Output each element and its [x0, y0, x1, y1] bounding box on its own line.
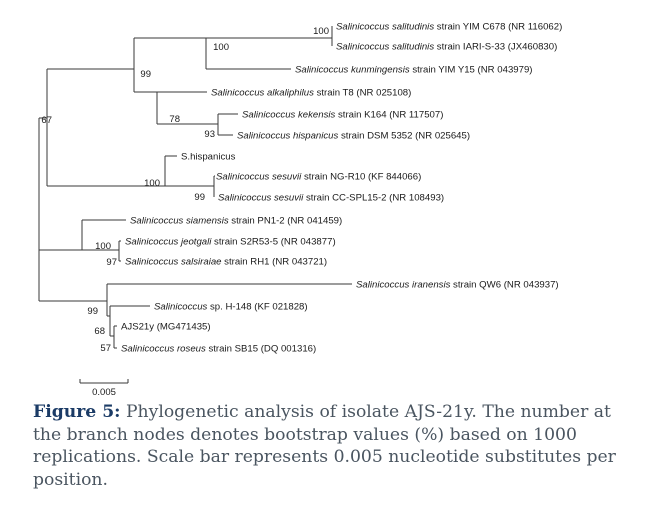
taxon-species-name: Salinicoccus — [154, 302, 208, 313]
taxon-label: Salinicoccus jeotgali strain S2R53-5 (NR… — [125, 237, 336, 248]
taxon-label: Salinicoccus sesuvii strain CC-SPL15-2 (… — [218, 193, 444, 204]
taxon-strain-accession: strain YIM Y15 (NR 043979) — [410, 65, 533, 76]
taxon-label: Salinicoccus iranensis strain QW6 (NR 04… — [356, 280, 559, 291]
taxon-species-name: Salinicoccus kunmingensis — [295, 65, 410, 76]
bootstrap-value: 100 — [213, 42, 229, 53]
bootstrap-value: 99 — [87, 306, 98, 317]
leaf-labels: Salinicoccus salitudinis strain YIM C678… — [121, 22, 562, 355]
bootstrap-value: 68 — [94, 326, 105, 337]
bootstrap-value: 57 — [100, 343, 111, 354]
taxon-species-name: Salinicoccus kekensis — [242, 110, 336, 121]
taxon-label: Salinicoccus salitudinis strain IARI-S-3… — [336, 42, 557, 53]
taxon-species-name: Salinicoccus salitudinis — [336, 22, 434, 33]
tree-branches — [38, 26, 352, 349]
taxon-species-name: Salinicoccus iranensis — [356, 280, 451, 291]
taxon-strain-accession: strain NG-R10 (KF 844066) — [301, 172, 421, 183]
taxon-strain-accession: strain T8 (NR 025108) — [314, 88, 411, 99]
bootstrap-value: 100 — [144, 178, 160, 189]
taxon-strain-accession: strain DSM 5352 (NR 025645) — [338, 131, 470, 142]
taxon-label: Salinicoccus salsiraiae strain RH1 (NR 0… — [125, 257, 327, 268]
taxon-label: Salinicoccus hispanicus strain DSM 5352 … — [237, 131, 470, 142]
taxon-label: Salinicoccus sp. H-148 (KF 021828) — [154, 302, 308, 313]
taxon-strain-accession: sp. H-148 (KF 021828) — [207, 302, 307, 313]
bootstrap-value: 99 — [140, 69, 151, 80]
taxon-strain-accession: strain CC-SPL15-2 (NR 108493) — [303, 193, 444, 204]
taxon-species-name: Salinicoccus salitudinis — [336, 42, 434, 53]
phylogenetic-tree: Salinicoccus salitudinis strain YIM C678… — [38, 22, 562, 398]
taxon-label: Salinicoccus sesuvii strain NG-R10 (KF 8… — [216, 172, 421, 183]
figure-caption: Figure 5: Phylogenetic analysis of isola… — [33, 401, 633, 491]
bootstrap-value: 93 — [204, 129, 215, 140]
taxon-label: Salinicoccus salitudinis strain YIM C678… — [336, 22, 562, 33]
taxon-species-name: Salinicoccus hispanicus — [237, 131, 339, 142]
bootstrap-value: 67 — [41, 115, 52, 126]
taxon-strain-accession: strain PN1-2 (NR 041459) — [229, 216, 343, 227]
taxon-species-name: Salinicoccus salsiraiae — [125, 257, 222, 268]
scale-bar-label: 0.005 — [92, 387, 116, 398]
taxon-strain-accession: strain K164 (NR 117507) — [335, 110, 443, 121]
taxon-species-name: Salinicoccus sesuvii — [218, 193, 304, 204]
taxon-label: S.hispanicus — [181, 152, 236, 163]
taxon-strain-accession: strain IARI-S-33 (JX460830) — [434, 42, 557, 53]
taxon-strain-accession: AJS21y (MG471435) — [121, 322, 211, 333]
figure-label: Figure 5: — [33, 402, 121, 422]
bootstrap-value: 100 — [95, 241, 111, 252]
taxon-label: Salinicoccus alkaliphilus strain T8 (NR … — [211, 88, 411, 99]
bootstrap-value: 99 — [194, 192, 205, 203]
taxon-strain-accession: strain S2R53-5 (NR 043877) — [211, 237, 335, 248]
taxon-species-name: Salinicoccus roseus — [121, 344, 206, 355]
taxon-strain-accession: strain QW6 (NR 043937) — [450, 280, 558, 291]
scale-bar: 0.005 — [79, 379, 129, 398]
taxon-species-name: Salinicoccus alkaliphilus — [211, 88, 314, 99]
bootstrap-labels: 100 100 99 67 78 93 100 99 100 97 99 68 57 — [41, 26, 329, 354]
bootstrap-value: 100 — [313, 26, 329, 37]
taxon-label: Salinicoccus siamensis strain PN1-2 (NR … — [130, 216, 342, 227]
taxon-species-name: Salinicoccus siamensis — [130, 216, 229, 227]
bootstrap-value: 78 — [169, 114, 180, 125]
taxon-label: Salinicoccus roseus strain SB15 (DQ 0013… — [121, 344, 316, 355]
taxon-strain-accession: S.hispanicus — [181, 152, 236, 163]
figure-caption-text: Phylogenetic analysis of isolate AJS-21y… — [33, 402, 616, 490]
taxon-label: Salinicoccus kekensis strain K164 (NR 11… — [242, 110, 443, 121]
taxon-strain-accession: strain YIM C678 (NR 116062) — [434, 22, 562, 33]
taxon-strain-accession: strain SB15 (DQ 001316) — [206, 344, 316, 355]
bootstrap-value: 97 — [106, 257, 117, 268]
taxon-species-name: Salinicoccus sesuvii — [216, 172, 302, 183]
taxon-label: AJS21y (MG471435) — [121, 322, 211, 333]
taxon-strain-accession: strain RH1 (NR 043721) — [222, 257, 328, 268]
taxon-label: Salinicoccus kunmingensis strain YIM Y15… — [295, 65, 532, 76]
taxon-species-name: Salinicoccus jeotgali — [125, 237, 212, 248]
